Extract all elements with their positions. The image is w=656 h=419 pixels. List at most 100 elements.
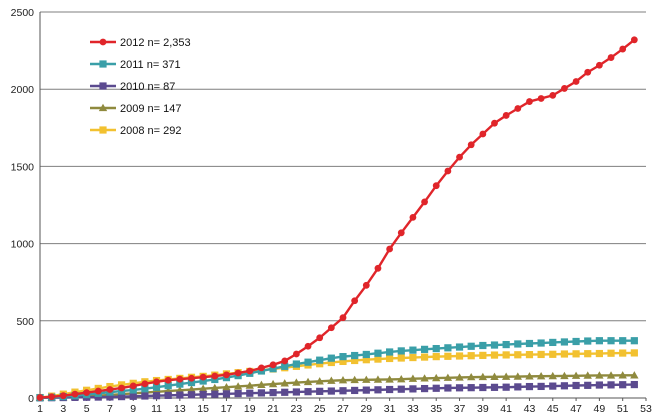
data-point xyxy=(222,382,231,391)
data-point xyxy=(490,383,499,391)
data-point xyxy=(397,347,405,355)
data-point xyxy=(338,376,348,384)
data-point xyxy=(525,372,534,380)
series-line-2009 xyxy=(39,374,635,400)
data-point xyxy=(164,391,172,399)
data-point xyxy=(466,372,476,381)
data-point xyxy=(304,342,312,350)
data-point xyxy=(549,91,557,99)
x-tick-label: 5 xyxy=(84,403,90,415)
data-point xyxy=(164,382,172,390)
data-point xyxy=(420,353,429,361)
data-point xyxy=(141,392,149,400)
data-point xyxy=(467,352,475,360)
data-point xyxy=(303,377,313,386)
data-point xyxy=(619,349,627,357)
data-point xyxy=(187,385,196,393)
data-point xyxy=(455,343,464,351)
data-point xyxy=(198,384,208,392)
data-point xyxy=(187,378,196,387)
x-tick-label: 47 xyxy=(570,403,582,415)
data-point xyxy=(432,344,440,353)
data-point xyxy=(210,383,220,392)
data-point xyxy=(479,351,487,359)
data-point xyxy=(351,386,359,395)
data-point xyxy=(362,386,370,394)
legend-marker xyxy=(99,38,107,46)
data-point xyxy=(432,182,440,190)
data-point xyxy=(549,382,557,390)
data-point xyxy=(211,372,219,380)
data-point xyxy=(561,85,568,92)
data-point xyxy=(48,393,56,401)
data-point xyxy=(537,339,545,347)
legend: 2012 n= 2,353 2011 n= 371 2010 n= 87 2009 n… xyxy=(90,37,191,137)
x-tick-label: 43 xyxy=(524,403,536,415)
data-point xyxy=(269,365,277,373)
x-tick-label: 35 xyxy=(430,403,442,415)
data-point xyxy=(490,351,499,359)
data-point xyxy=(501,372,511,380)
data-point xyxy=(607,337,615,345)
data-point xyxy=(409,213,417,221)
data-point xyxy=(350,375,359,384)
data-point xyxy=(420,374,429,382)
data-point xyxy=(513,372,523,380)
data-point xyxy=(606,371,616,379)
data-point xyxy=(479,383,487,392)
x-tick-label: 27 xyxy=(337,403,349,415)
data-point xyxy=(456,153,463,161)
data-point xyxy=(595,337,603,345)
data-point xyxy=(199,390,207,399)
data-point xyxy=(281,357,289,365)
data-point xyxy=(362,375,371,383)
series-line-2011 xyxy=(39,339,635,399)
data-point xyxy=(444,167,452,175)
data-point xyxy=(292,350,300,358)
data-point xyxy=(595,349,603,358)
data-point xyxy=(71,390,79,398)
legend-item-2009: 2009 n= 147 xyxy=(90,103,181,115)
legend-marker xyxy=(99,126,107,134)
data-point xyxy=(187,391,196,399)
data-point xyxy=(280,379,289,387)
data-point xyxy=(164,376,172,384)
data-point xyxy=(374,355,382,363)
y-tick-label: 500 xyxy=(16,316,34,328)
data-point xyxy=(386,354,394,363)
data-point xyxy=(525,351,534,359)
data-point xyxy=(514,383,522,391)
data-point xyxy=(269,361,277,369)
x-tick-label: 25 xyxy=(314,403,326,415)
data-point xyxy=(339,357,347,366)
data-point xyxy=(59,392,67,400)
x-tick-label: 31 xyxy=(384,403,396,415)
x-tick-label: 9 xyxy=(130,403,136,415)
data-point xyxy=(455,352,464,360)
data-point xyxy=(374,386,382,394)
data-point xyxy=(351,297,359,305)
data-point xyxy=(176,391,184,399)
data-point xyxy=(583,371,592,379)
data-point xyxy=(502,351,510,359)
x-tick-label: 23 xyxy=(291,403,303,415)
series-layer xyxy=(35,36,639,402)
data-point xyxy=(397,229,405,237)
data-point xyxy=(268,379,278,388)
data-point xyxy=(106,393,114,401)
data-point xyxy=(607,349,615,357)
data-point xyxy=(374,264,382,272)
data-point xyxy=(572,78,580,85)
y-tick-label: 2000 xyxy=(11,84,35,96)
data-point xyxy=(222,390,231,398)
x-tick-label: 41 xyxy=(500,403,512,415)
data-point xyxy=(351,351,359,360)
data-point xyxy=(595,371,604,379)
x-tick-label: 29 xyxy=(360,403,372,415)
x-tick-label: 51 xyxy=(617,403,629,415)
data-point xyxy=(304,388,312,396)
data-point xyxy=(584,350,592,358)
data-point xyxy=(327,324,335,332)
y-tick-label: 2500 xyxy=(11,7,35,19)
